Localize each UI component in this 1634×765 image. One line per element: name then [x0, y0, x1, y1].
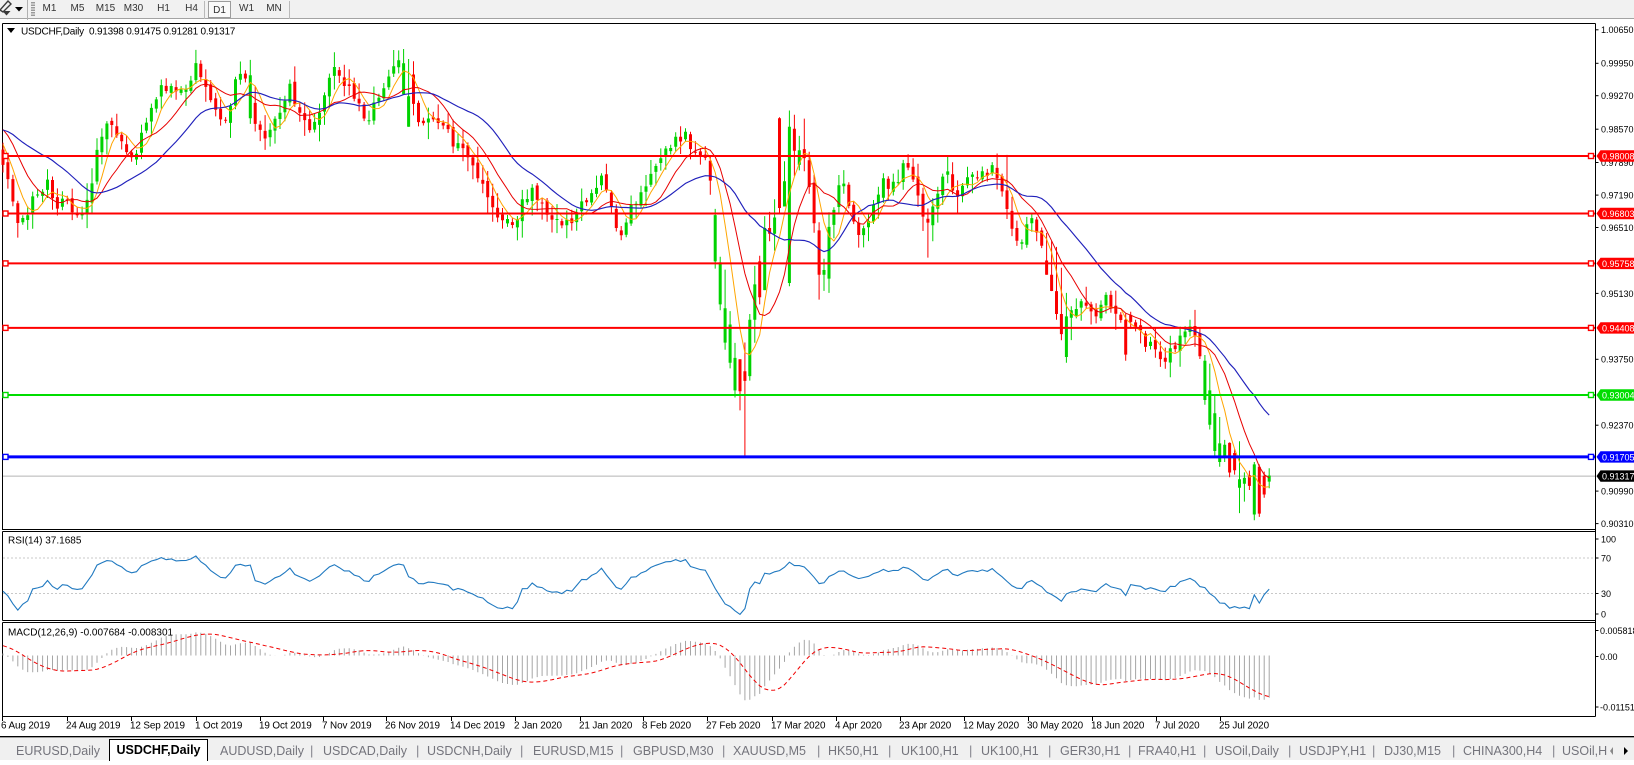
svg-text:26 Nov 2019: 26 Nov 2019	[385, 721, 441, 732]
svg-text:1.00650: 1.00650	[1601, 25, 1634, 35]
svg-text:14 Dec 2019: 14 Dec 2019	[450, 721, 506, 732]
svg-text:0.91317: 0.91317	[1602, 472, 1634, 482]
svg-text:12 Sep 2019: 12 Sep 2019	[130, 721, 186, 732]
svg-text:0.99270: 0.99270	[1601, 91, 1634, 101]
svg-text:70: 70	[1601, 553, 1611, 563]
svg-text:0.95130: 0.95130	[1601, 289, 1634, 299]
svg-text:24 Aug 2019: 24 Aug 2019	[66, 721, 121, 732]
svg-text:MACD(12,26,9) -0.007684 -0.008: MACD(12,26,9) -0.007684 -0.008301	[8, 628, 174, 639]
svg-text:0.97890: 0.97890	[1601, 158, 1634, 168]
svg-text:6 Aug 2019: 6 Aug 2019	[1, 721, 51, 732]
svg-text:25 Jul 2020: 25 Jul 2020	[1219, 721, 1270, 732]
svg-text:0.94408: 0.94408	[1602, 323, 1634, 333]
svg-text:0.00: 0.00	[1600, 652, 1618, 662]
svg-text:USDCHF,Daily 0.91398 0.91475: USDCHF,Daily 0.91398 0.91475 0.91281 0.9…	[21, 27, 236, 38]
svg-text:30 May 2020: 30 May 2020	[1027, 721, 1084, 732]
svg-text:0.97190: 0.97190	[1601, 191, 1634, 201]
svg-text:0: 0	[1601, 609, 1606, 619]
svg-text:100: 100	[1601, 534, 1616, 544]
svg-text:12 May 2020: 12 May 2020	[963, 721, 1020, 732]
svg-text:8 Feb 2020: 8 Feb 2020	[642, 721, 692, 732]
svg-text:7 Jul 2020: 7 Jul 2020	[1155, 721, 1200, 732]
svg-text:0.98570: 0.98570	[1601, 125, 1634, 135]
svg-text:0.93750: 0.93750	[1601, 355, 1634, 365]
svg-text:23 Apr 2020: 23 Apr 2020	[899, 721, 952, 732]
svg-text:0.005818: 0.005818	[1600, 626, 1634, 636]
svg-text:27 Feb 2020: 27 Feb 2020	[706, 721, 761, 732]
svg-text:17 Mar 2020: 17 Mar 2020	[771, 721, 826, 732]
svg-text:4 Apr 2020: 4 Apr 2020	[835, 721, 882, 732]
svg-text:1 Oct 2019: 1 Oct 2019	[195, 721, 243, 732]
svg-text:7 Nov 2019: 7 Nov 2019	[322, 721, 372, 732]
svg-text:RSI(14) 37.1685: RSI(14) 37.1685	[8, 536, 82, 547]
svg-text:0.96510: 0.96510	[1601, 223, 1634, 233]
svg-text:-0.01151: -0.01151	[1600, 702, 1634, 712]
svg-text:0.93004: 0.93004	[1602, 390, 1634, 400]
svg-text:0.90990: 0.90990	[1601, 487, 1634, 497]
svg-text:0.91705: 0.91705	[1602, 452, 1634, 462]
svg-text:0.96803: 0.96803	[1602, 209, 1634, 219]
svg-text:0.98008: 0.98008	[1602, 151, 1634, 161]
svg-text:19 Oct 2019: 19 Oct 2019	[259, 721, 312, 732]
svg-text:18 Jun 2020: 18 Jun 2020	[1091, 721, 1145, 732]
svg-text:0.95758: 0.95758	[1602, 259, 1634, 269]
svg-text:0.90310: 0.90310	[1601, 519, 1634, 529]
svg-text:0.99950: 0.99950	[1601, 59, 1634, 69]
svg-text:21 Jan 2020: 21 Jan 2020	[579, 721, 633, 732]
svg-text:2 Jan 2020: 2 Jan 2020	[514, 721, 562, 732]
svg-text:30: 30	[1601, 589, 1611, 599]
svg-text:0.92370: 0.92370	[1601, 421, 1634, 431]
